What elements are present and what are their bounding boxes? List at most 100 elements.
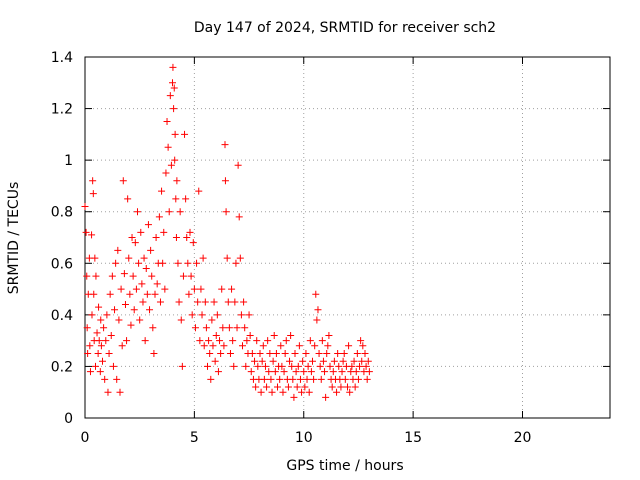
data-point: [206, 350, 214, 358]
data-point: [348, 362, 356, 370]
data-point: [131, 239, 139, 247]
data-point: [242, 362, 250, 370]
data-point: [223, 254, 231, 262]
data-point: [252, 383, 260, 391]
data-point: [213, 311, 221, 319]
data-point: [195, 187, 203, 195]
data-point: [83, 324, 91, 332]
data-point: [229, 337, 237, 345]
data-point: [108, 272, 116, 280]
x-tick-label: 0: [81, 430, 90, 446]
data-point: [201, 298, 209, 306]
data-point: [181, 130, 189, 138]
data-point: [278, 362, 286, 370]
data-point: [95, 303, 103, 311]
data-point: [302, 350, 310, 358]
data-point: [239, 342, 246, 350]
data-point: [92, 272, 100, 280]
data-point: [136, 316, 144, 324]
data-point: [279, 388, 287, 396]
data-point: [187, 272, 195, 280]
data-point: [148, 272, 156, 280]
data-point: [258, 357, 266, 365]
data-point: [221, 177, 229, 185]
data-point: [240, 298, 248, 306]
data-point: [83, 272, 91, 280]
data-point: [159, 259, 167, 267]
data-point: [100, 324, 108, 332]
data-point: [247, 368, 255, 376]
data-point: [210, 298, 218, 306]
data-point: [254, 362, 262, 370]
data-point: [196, 337, 204, 345]
data-point: [173, 177, 181, 185]
data-point: [119, 177, 127, 185]
data-point: [107, 331, 115, 339]
x-tick-label: 5: [190, 430, 199, 446]
data-point: [300, 368, 308, 376]
x-tick-label: 10: [295, 430, 313, 446]
y-tick-label: 0.4: [51, 308, 73, 324]
data-point: [303, 375, 311, 383]
data-point: [150, 350, 158, 358]
data-point: [217, 350, 225, 358]
data-point: [246, 331, 254, 339]
data-point: [287, 331, 295, 339]
data-point: [286, 357, 294, 365]
data-point: [194, 298, 202, 306]
data-point: [218, 285, 226, 293]
data-point: [354, 375, 362, 383]
data-point: [333, 388, 341, 396]
data-point: [193, 259, 201, 267]
y-tick-label: 0.8: [51, 205, 73, 221]
data-point: [225, 324, 233, 332]
data-point: [183, 234, 191, 241]
data-point: [212, 331, 220, 339]
x-tick-label: 20: [514, 430, 532, 446]
data-point: [137, 228, 145, 236]
data-point: [182, 195, 190, 203]
data-point: [118, 342, 126, 350]
data-point: [271, 368, 279, 376]
data-point: [198, 311, 206, 319]
data-point: [90, 290, 98, 298]
data-point: [326, 362, 334, 370]
data-point: [91, 254, 99, 262]
y-tick-label: 1.4: [51, 50, 73, 66]
data-point: [265, 368, 273, 376]
data-point: [309, 357, 316, 365]
data-point: [149, 324, 157, 332]
data-point: [313, 316, 321, 324]
data-point: [105, 350, 113, 358]
data-point: [224, 298, 232, 306]
data-point: [86, 368, 94, 376]
data-point: [113, 375, 121, 383]
data-point: [172, 195, 180, 203]
data-point: [124, 195, 132, 203]
data-point: [202, 324, 210, 332]
data-point: [292, 368, 300, 376]
data-point: [172, 234, 180, 241]
data-point: [317, 375, 325, 383]
data-point: [338, 368, 346, 376]
data-point: [268, 388, 276, 396]
data-point: [304, 362, 312, 370]
data-point: [88, 311, 96, 319]
data-point: [296, 375, 304, 383]
data-point: [161, 285, 169, 293]
data-point: [269, 357, 277, 365]
data-point: [166, 92, 174, 100]
data-point: [365, 368, 373, 376]
data-point: [152, 234, 160, 241]
data-point: [245, 311, 253, 319]
data-point: [235, 213, 243, 221]
data-point: [127, 321, 135, 329]
data-point: [88, 231, 96, 239]
data-point: [352, 368, 360, 376]
data-point: [299, 357, 307, 365]
data-point: [116, 388, 124, 396]
data-point: [114, 246, 122, 254]
data-point: [99, 357, 106, 365]
data-point: [191, 324, 199, 332]
